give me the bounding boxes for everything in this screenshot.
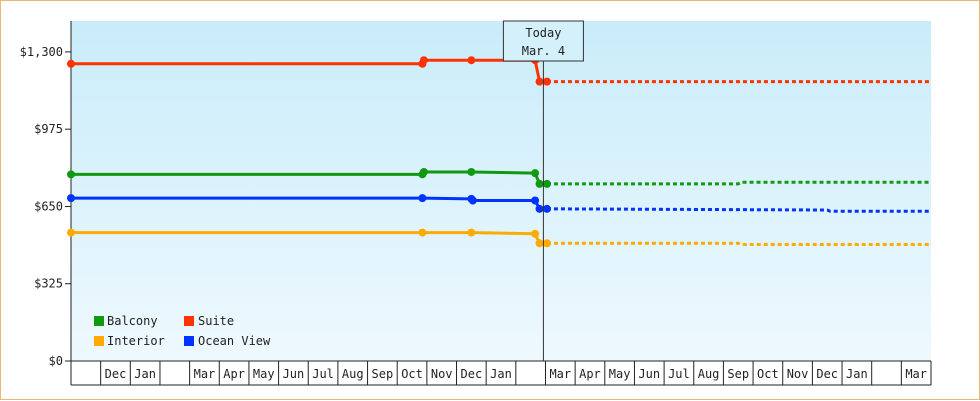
y-axis: $0 $325 $650 $975 $1,300: [20, 21, 72, 368]
legend-swatch-balcony: [94, 316, 104, 326]
data-point-balcony: [542, 179, 551, 188]
data-point-balcony: [419, 167, 428, 176]
series-forecast-balcony: [546, 180, 931, 186]
x-tick-label: Mar: [194, 367, 216, 381]
x-tick-label: May: [253, 367, 275, 381]
x-tick-label: Jun: [283, 367, 305, 381]
data-point-suite: [542, 77, 551, 86]
x-tick-label: Dec: [461, 367, 483, 381]
x-tick-label: Nov: [431, 367, 453, 381]
x-tick-label: Jan: [846, 367, 868, 381]
x-tick-label: Dec: [816, 367, 838, 381]
data-point-interior: [418, 228, 427, 237]
today-date: Mar. 4: [522, 44, 565, 58]
today-label: Today: [525, 26, 561, 40]
today-box: [502, 20, 584, 62]
data-point-ocean-view: [418, 194, 427, 203]
data-point-interior: [467, 228, 476, 237]
legend-swatch-interior: [94, 336, 104, 346]
y-tick-label: $975: [34, 122, 63, 136]
y-tick-label: $0: [49, 354, 63, 368]
data-point-ocean-view: [542, 204, 551, 213]
x-tick-label: Jul: [668, 367, 690, 381]
x-tick-label: May: [609, 367, 631, 381]
x-tick-label: Jun: [638, 367, 660, 381]
x-axis: Dec Jan Mar Apr May Jun Jul Aug Sep Oct Nov Dec Jan M…: [70, 360, 932, 386]
x-tick-label: Apr: [223, 367, 245, 381]
data-point-ocean-view: [67, 194, 75, 203]
plot-area: [71, 21, 931, 361]
x-tick-label: Mar: [549, 367, 571, 381]
x-tick-label: Aug: [698, 367, 720, 381]
data-point-suite: [467, 56, 476, 65]
x-tick-label: Mar: [905, 367, 927, 381]
x-tick-label: Apr: [579, 367, 601, 381]
data-point-interior: [542, 239, 551, 248]
series-forecast-ocean-view: [546, 207, 931, 213]
y-tick-label: $325: [34, 277, 63, 291]
data-point-ocean-view: [535, 204, 544, 213]
data-point-balcony: [531, 169, 540, 178]
series-layer: [67, 56, 931, 248]
y-tick-label: $1,300: [20, 45, 63, 59]
legend: Balcony Suite Interior Ocean View: [94, 314, 271, 348]
data-point-balcony: [67, 170, 75, 179]
x-tick-label: Jan: [490, 367, 512, 381]
legend-label-balcony: Balcony: [107, 314, 158, 328]
legend-label-interior: Interior: [107, 334, 165, 348]
x-tick-label: Sep: [372, 367, 394, 381]
legend-label-suite: Suite: [198, 314, 234, 328]
x-tick-label: Oct: [401, 367, 423, 381]
x-tick-label: Nov: [787, 367, 809, 381]
y-tick-label: $650: [34, 199, 63, 213]
x-tick-label: Aug: [342, 367, 364, 381]
series-forecast-interior: [546, 241, 931, 246]
x-tick-label: Sep: [727, 367, 749, 381]
data-point-interior: [67, 228, 75, 237]
data-point-suite: [535, 77, 544, 86]
data-point-balcony: [467, 167, 476, 176]
today-marker: Today Mar. 4: [502, 20, 584, 361]
data-point-balcony: [535, 179, 544, 188]
data-point-ocean-view: [531, 196, 540, 205]
data-point-suite: [67, 59, 75, 68]
data-point-interior: [531, 229, 540, 238]
legend-swatch-ocean-view: [184, 336, 194, 346]
legend-swatch-suite: [184, 316, 194, 326]
x-tick-label: Jul: [312, 367, 334, 381]
data-point-interior: [535, 239, 544, 248]
legend-label-ocean-view: Ocean View: [198, 334, 271, 348]
x-tick-label: Jan: [134, 367, 156, 381]
data-point-ocean-view: [468, 196, 477, 205]
data-point-suite: [419, 56, 428, 65]
x-tick-label: Oct: [757, 367, 779, 381]
x-tick-label: Dec: [105, 367, 127, 381]
